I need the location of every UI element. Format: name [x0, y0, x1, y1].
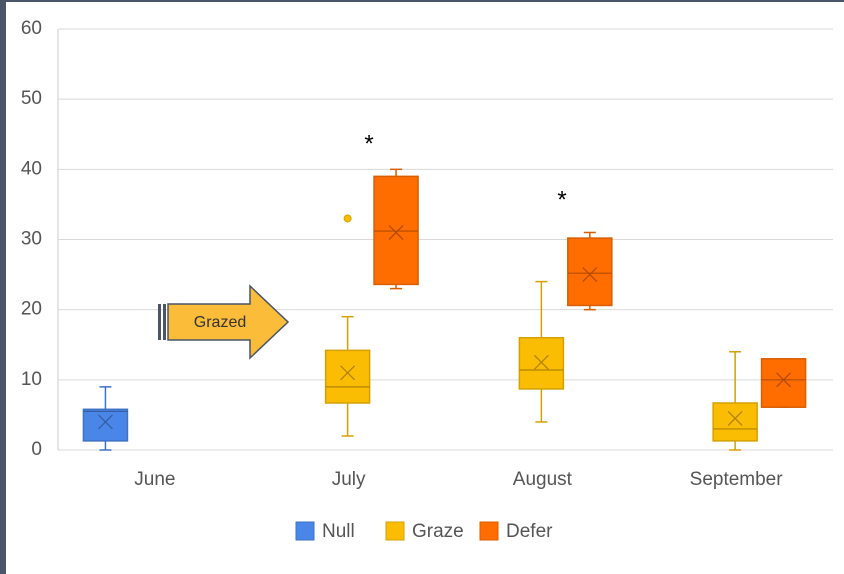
mean-marker: [533, 354, 549, 370]
y-tick-label: 20: [21, 299, 42, 320]
legend-swatch: [385, 521, 405, 541]
box-group: [373, 168, 419, 290]
mean-marker: [582, 267, 598, 283]
significance-mark: *: [364, 130, 373, 157]
significance-mark: *: [557, 186, 566, 213]
box: [760, 358, 807, 408]
x-tick-label: August: [513, 469, 573, 490]
box-group: [712, 351, 758, 451]
y-tick-label: 50: [21, 88, 42, 109]
legend-label: Defer: [506, 521, 553, 542]
arrow-label: Grazed: [194, 314, 246, 331]
mean-marker: [776, 372, 792, 388]
y-tick-label: 40: [21, 158, 42, 179]
x-tick-label: September: [690, 469, 784, 490]
grazed-arrow: [158, 284, 290, 360]
mean-marker: [388, 225, 404, 240]
box: [518, 336, 565, 390]
x-tick-label: June: [134, 469, 175, 490]
y-tick-label: 60: [21, 18, 42, 39]
box: [712, 402, 758, 442]
box-group: [567, 231, 613, 311]
x-tick-label: July: [332, 469, 366, 490]
box-group: [82, 386, 129, 451]
frame-top: [0, 0, 844, 2]
mean-marker: [340, 365, 356, 381]
box-group: [518, 280, 565, 423]
mean-marker: [97, 414, 113, 430]
box: [567, 237, 613, 307]
frame-left: [0, 0, 6, 574]
box: [373, 175, 419, 286]
box: [82, 408, 129, 442]
legend-label: Graze: [412, 521, 464, 542]
y-tick-label: 30: [21, 229, 42, 250]
mean-marker: [727, 410, 743, 426]
y-tick-label: 10: [21, 369, 42, 390]
box-group: [324, 214, 371, 437]
legend-label: Null: [322, 521, 355, 542]
box-group: [760, 358, 807, 408]
legend-swatch: [295, 521, 315, 541]
legend-swatch: [479, 521, 499, 541]
outlier: [343, 214, 352, 223]
y-tick-label: 0: [31, 439, 42, 460]
box: [324, 349, 371, 404]
